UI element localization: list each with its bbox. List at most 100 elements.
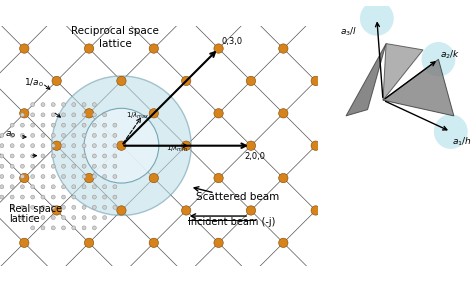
Text: $a_3/l$: $a_3/l$ xyxy=(340,25,357,38)
Circle shape xyxy=(20,113,24,117)
Circle shape xyxy=(214,238,223,248)
Circle shape xyxy=(84,108,159,183)
Circle shape xyxy=(72,133,76,138)
Circle shape xyxy=(0,175,4,178)
Circle shape xyxy=(31,123,35,127)
Circle shape xyxy=(246,141,255,150)
Circle shape xyxy=(31,226,35,230)
Circle shape xyxy=(62,102,65,107)
Circle shape xyxy=(113,205,117,209)
Circle shape xyxy=(51,102,55,107)
Circle shape xyxy=(41,164,45,168)
Circle shape xyxy=(20,215,24,220)
Circle shape xyxy=(84,238,94,248)
Circle shape xyxy=(31,175,35,178)
Circle shape xyxy=(62,205,65,209)
Text: 2,0,0: 2,0,0 xyxy=(245,152,266,161)
Circle shape xyxy=(360,1,394,36)
Circle shape xyxy=(62,113,65,117)
Circle shape xyxy=(62,123,65,127)
Circle shape xyxy=(10,154,14,158)
Circle shape xyxy=(92,185,96,189)
Circle shape xyxy=(92,144,96,148)
Text: $a_0$: $a_0$ xyxy=(5,130,16,140)
Circle shape xyxy=(41,185,45,189)
Circle shape xyxy=(52,76,191,215)
Circle shape xyxy=(103,205,107,209)
Circle shape xyxy=(41,102,45,107)
Circle shape xyxy=(92,102,96,107)
Circle shape xyxy=(92,226,96,230)
Circle shape xyxy=(113,164,117,168)
Circle shape xyxy=(113,133,117,138)
Circle shape xyxy=(72,226,76,230)
Circle shape xyxy=(10,195,14,199)
Circle shape xyxy=(279,173,288,183)
Circle shape xyxy=(10,205,14,209)
Circle shape xyxy=(311,76,320,86)
Circle shape xyxy=(72,215,76,220)
Circle shape xyxy=(113,185,117,189)
Circle shape xyxy=(103,175,107,178)
Circle shape xyxy=(0,185,4,189)
Circle shape xyxy=(51,226,55,230)
Circle shape xyxy=(51,123,55,127)
Circle shape xyxy=(31,195,35,199)
Circle shape xyxy=(62,195,65,199)
Circle shape xyxy=(92,133,96,138)
Circle shape xyxy=(72,144,76,148)
Circle shape xyxy=(62,175,65,178)
Circle shape xyxy=(103,133,107,138)
Circle shape xyxy=(62,144,65,148)
Circle shape xyxy=(41,175,45,178)
Circle shape xyxy=(41,215,45,220)
Circle shape xyxy=(214,173,223,183)
Circle shape xyxy=(20,123,24,127)
Text: Reciprocal space: Reciprocal space xyxy=(71,26,159,36)
Circle shape xyxy=(82,185,86,189)
Circle shape xyxy=(20,185,24,189)
Circle shape xyxy=(113,154,117,158)
Circle shape xyxy=(31,113,35,117)
Circle shape xyxy=(246,76,255,86)
Circle shape xyxy=(10,144,14,148)
Circle shape xyxy=(41,133,45,138)
Circle shape xyxy=(182,206,191,215)
Circle shape xyxy=(31,102,35,107)
Circle shape xyxy=(51,154,55,158)
Circle shape xyxy=(51,164,55,168)
Circle shape xyxy=(0,144,4,148)
Circle shape xyxy=(51,133,55,138)
Circle shape xyxy=(103,144,107,148)
Circle shape xyxy=(82,154,86,158)
Circle shape xyxy=(10,123,14,127)
Circle shape xyxy=(10,175,14,178)
Circle shape xyxy=(82,226,86,230)
Circle shape xyxy=(82,102,86,107)
Text: 0,3,0: 0,3,0 xyxy=(222,36,243,46)
Circle shape xyxy=(82,195,86,199)
Circle shape xyxy=(52,76,61,86)
Circle shape xyxy=(20,154,24,158)
Circle shape xyxy=(82,205,86,209)
Circle shape xyxy=(182,76,191,86)
Circle shape xyxy=(51,185,55,189)
Circle shape xyxy=(113,195,117,199)
Circle shape xyxy=(20,164,24,168)
Circle shape xyxy=(20,144,24,148)
Circle shape xyxy=(19,109,29,118)
Circle shape xyxy=(41,144,45,148)
Circle shape xyxy=(82,144,86,148)
Circle shape xyxy=(103,154,107,158)
Circle shape xyxy=(103,123,107,127)
Text: lattice: lattice xyxy=(9,214,40,224)
Circle shape xyxy=(311,141,320,150)
Circle shape xyxy=(103,113,107,117)
Text: $1/\lambda_{max}$: $1/\lambda_{max}$ xyxy=(126,111,149,121)
Circle shape xyxy=(214,109,223,118)
Circle shape xyxy=(421,42,456,77)
Circle shape xyxy=(279,109,288,118)
Circle shape xyxy=(113,144,117,148)
Circle shape xyxy=(41,195,45,199)
Circle shape xyxy=(72,185,76,189)
